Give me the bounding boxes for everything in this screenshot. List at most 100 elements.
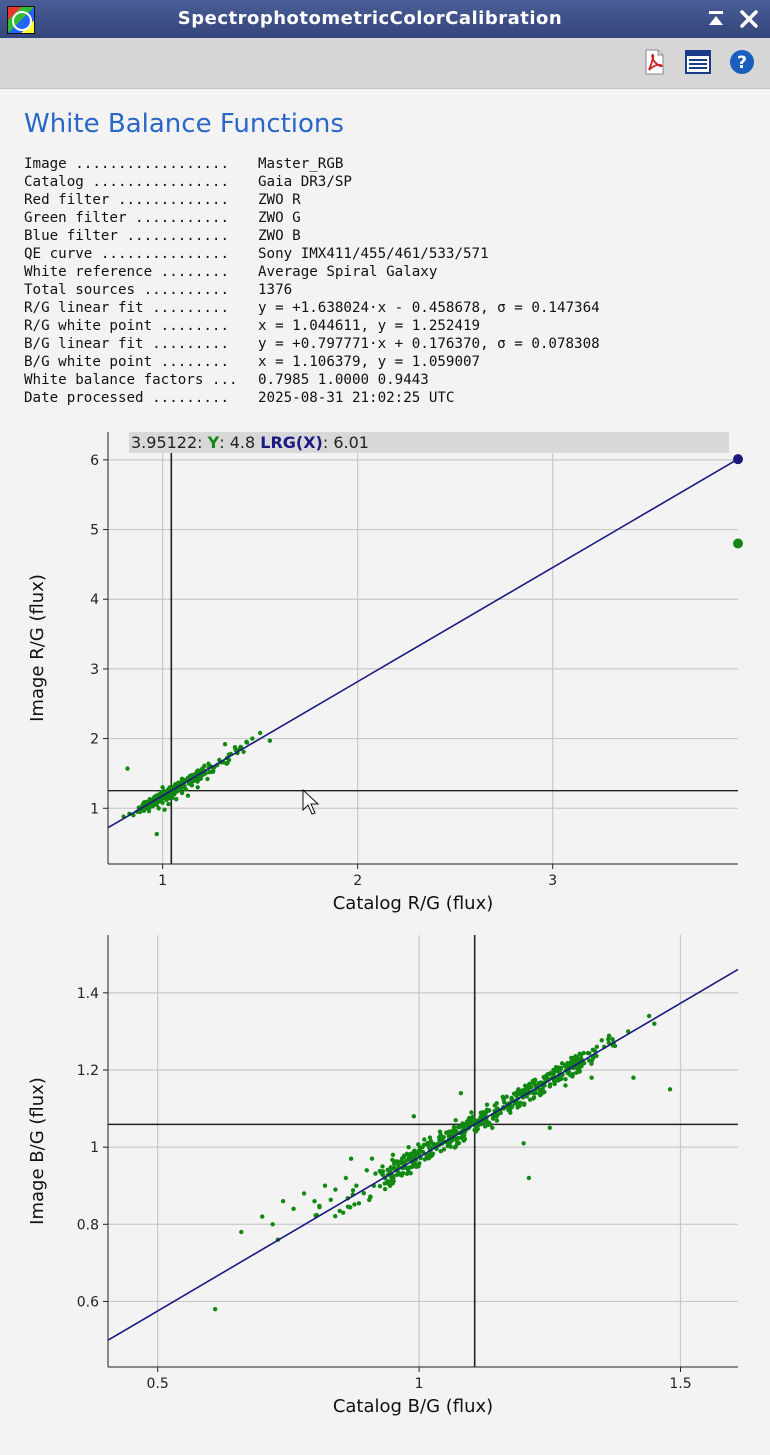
data-point <box>531 1096 536 1101</box>
y-tick-label: 1.4 <box>77 986 99 1002</box>
data-point <box>337 1208 342 1214</box>
report-row: Image .................. Master_RGB <box>24 155 600 173</box>
data-point <box>538 1089 543 1094</box>
data-point <box>448 1144 453 1149</box>
data-point <box>589 1075 594 1080</box>
data-point <box>456 1140 462 1146</box>
data-point <box>574 1065 580 1071</box>
report-row-value: Gaia DR3/SP <box>258 174 352 190</box>
data-point <box>333 1213 338 1219</box>
data-point <box>170 795 175 801</box>
data-point <box>291 1206 296 1212</box>
shade-icon[interactable] <box>704 7 728 31</box>
app-icon[interactable] <box>7 6 35 34</box>
data-point <box>156 806 161 811</box>
x-tick-label: 3 <box>548 873 557 889</box>
cursor-readout-part: : 4.8 <box>219 433 260 452</box>
x-tick-label: 0.5 <box>147 1376 169 1392</box>
data-point <box>515 1104 520 1110</box>
data-point <box>350 1188 356 1193</box>
data-point <box>382 1186 388 1192</box>
data-point <box>391 1159 397 1164</box>
data-point <box>483 1124 488 1129</box>
report-row-value: x = 1.106379, y = 1.059007 <box>258 354 481 370</box>
data-point <box>416 1161 422 1167</box>
report-row-value: y = +0.797771·x + 0.176370, σ = 0.078308 <box>258 336 600 352</box>
x-axis-title: Catalog R/G (flux) <box>333 893 494 914</box>
data-point <box>444 1130 449 1135</box>
rg-chart[interactable]: 1 2 3 1 2 3 4 5 6 Catalog R/G (flux) Image R/G (fl… <box>0 424 770 929</box>
report-row-label: QE curve ............... <box>24 246 229 262</box>
report-row-label: B/G white point ........ <box>24 354 229 370</box>
data-point <box>495 1112 500 1118</box>
data-point <box>368 1194 373 1199</box>
data-point <box>439 1136 444 1142</box>
report-row-value: 1376 <box>258 282 293 298</box>
data-point <box>530 1079 536 1085</box>
window-title: SpectrophotometricColorCalibration <box>177 8 563 29</box>
report-row-label: White balance factors ... <box>24 372 238 388</box>
help-glyph: ? <box>730 50 754 74</box>
data-point <box>422 1137 427 1142</box>
y-tick-label: 1 <box>90 801 99 817</box>
report-row-label: Total sources .......... <box>24 282 229 298</box>
title-bar[interactable]: SpectrophotometricColorCalibration <box>0 0 770 38</box>
data-point <box>195 779 200 784</box>
bg-chart[interactable]: 0.5 1 1.5 0.6 0.8 1 1.2 1.4 Catalog B/G (flux) Im… <box>0 927 770 1427</box>
data-point <box>547 1084 553 1089</box>
data-point <box>430 1151 436 1156</box>
report-row: B/G white point ........ x = 1.106379, y … <box>24 353 600 371</box>
report-row-value: ZWO B <box>258 228 301 244</box>
cursor-readout-bar <box>129 432 729 453</box>
linear-fit-line <box>108 458 739 829</box>
data-point <box>589 1061 594 1066</box>
data-point <box>469 1110 474 1115</box>
data-point <box>179 790 185 796</box>
data-point <box>354 1183 359 1188</box>
report-row-label: Catalog ................ <box>24 174 229 190</box>
pdf-icon[interactable] <box>640 48 668 76</box>
data-point <box>490 1116 496 1121</box>
data-point <box>413 1153 418 1158</box>
data-point <box>390 1152 396 1158</box>
data-point <box>585 1050 591 1056</box>
data-point <box>189 779 194 784</box>
data-point <box>484 1102 490 1107</box>
list-icon[interactable] <box>684 48 712 76</box>
data-point <box>408 1170 413 1176</box>
data-point <box>420 1144 425 1150</box>
data-point <box>523 1085 529 1091</box>
linear-fit-line <box>108 968 739 1341</box>
data-point <box>518 1100 523 1106</box>
x-axis-title: Catalog B/G (flux) <box>333 1396 493 1417</box>
data-point <box>312 1198 317 1204</box>
y-tick-label: 5 <box>90 523 99 539</box>
data-point <box>174 797 179 802</box>
plot-marks <box>108 935 739 1367</box>
data-point <box>508 1106 513 1112</box>
data-point <box>425 1140 430 1146</box>
data-point <box>202 763 207 768</box>
data-point <box>146 808 152 814</box>
data-point <box>241 749 246 754</box>
close-icon[interactable] <box>737 7 761 31</box>
help-icon[interactable]: ? <box>728 48 756 76</box>
report-row: QE curve ............... Sony IMX411/455/… <box>24 245 600 263</box>
y-axis-title: Image R/G (flux) <box>27 574 48 722</box>
data-point <box>581 1050 586 1056</box>
data-point <box>490 1125 495 1131</box>
data-point <box>559 1061 565 1066</box>
report-row: White balance factors ... 0.7985 1.0000 0… <box>24 371 600 389</box>
data-point <box>492 1103 497 1108</box>
data-point <box>427 1145 432 1151</box>
report-row-label: Red filter ............. <box>24 192 229 208</box>
data-point <box>455 1136 460 1141</box>
shade-glyph <box>709 11 723 25</box>
data-point <box>432 1142 437 1147</box>
data-point <box>396 1162 401 1168</box>
data-point <box>205 776 210 782</box>
data-point <box>250 736 255 741</box>
data-point <box>509 1095 514 1101</box>
data-point <box>364 1168 369 1173</box>
data-point <box>195 785 200 790</box>
